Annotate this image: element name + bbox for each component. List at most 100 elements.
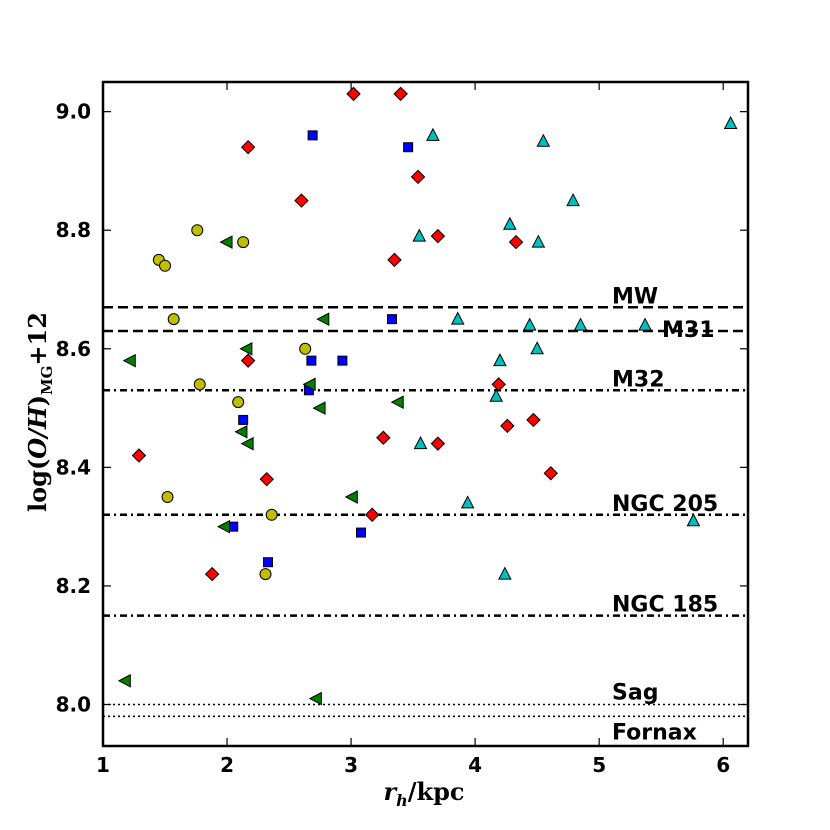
y-axis-post: ) [23, 395, 52, 406]
point-cyan-triangles [686, 513, 701, 527]
point-cyan-triangles [450, 311, 465, 325]
y-axis-pre: log( [23, 459, 52, 512]
point-blue-squares [238, 414, 249, 425]
point-green-triangles [344, 490, 358, 504]
point-green-triangles [234, 424, 248, 439]
x-tick-label: 3 [344, 753, 358, 777]
point-cyan-triangles [413, 436, 428, 450]
point-yellow-circles [232, 396, 245, 409]
point-cyan-triangles [493, 353, 507, 367]
point-yellow-circles [193, 378, 206, 391]
point-yellow-circles [159, 259, 172, 272]
point-cyan-triangles [723, 115, 738, 129]
point-red-diamonds [393, 86, 408, 102]
y-tick-label: 8.4 [56, 455, 91, 479]
x-tick-label: 4 [468, 753, 482, 777]
point-cyan-triangles [573, 317, 588, 331]
point-cyan-triangles [531, 234, 546, 248]
point-red-diamonds [410, 169, 426, 185]
data-points [117, 86, 738, 706]
reference-label-m32: M32 [612, 367, 665, 392]
x-tick-label: 6 [716, 753, 730, 777]
point-yellow-circles [259, 568, 272, 581]
point-green-triangles [312, 401, 326, 415]
reference-label-ngc-185: NGC 185 [612, 593, 718, 618]
point-red-diamonds [387, 252, 402, 268]
reference-lines [103, 306, 748, 718]
x-axis-rest: /kpc [408, 777, 465, 806]
y-tick-label: 8.0 [56, 693, 91, 717]
point-red-diamonds [240, 140, 256, 155]
point-green-triangles [122, 353, 136, 368]
x-tick-label: 5 [592, 753, 606, 777]
point-cyan-triangles [638, 317, 652, 331]
point-green-triangles [308, 691, 322, 706]
reference-label-ngc-205: NGC 205 [612, 492, 718, 517]
point-green-triangles [216, 519, 231, 534]
point-red-diamonds [430, 228, 446, 244]
reference-label-fornax: Fornax [612, 720, 697, 745]
point-blue-squares [356, 527, 366, 538]
point-cyan-triangles [460, 495, 475, 509]
point-blue-squares [387, 314, 398, 325]
x-tick-label: 2 [220, 753, 234, 777]
point-cyan-triangles [566, 192, 580, 207]
x-axis-var: r [383, 777, 398, 806]
point-blue-squares [307, 130, 318, 141]
x-axis-title: rh/kpc [383, 777, 464, 810]
point-green-triangles [240, 436, 254, 451]
y-axis-var: O/H [23, 405, 52, 459]
tick-labels: 1 2 3 4 5 6 8.0 8.2 8.4 8.6 8.8 9.0 [56, 100, 731, 777]
point-red-diamonds [500, 418, 515, 434]
point-red-diamonds [204, 566, 220, 582]
point-yellow-circles [265, 508, 278, 521]
point-red-diamonds [376, 430, 391, 445]
point-blue-squares [337, 355, 348, 366]
point-red-diamonds [364, 507, 380, 522]
point-cyan-triangles [503, 216, 517, 230]
point-green-triangles [302, 377, 316, 392]
point-blue-squares [403, 142, 414, 153]
point-green-triangles [219, 235, 233, 249]
point-cyan-triangles [412, 228, 427, 242]
point-cyan-triangles [426, 127, 440, 141]
point-blue-squares [228, 521, 239, 532]
y-tick-label: 8.8 [56, 218, 91, 242]
plot-frame [101, 80, 750, 748]
point-cyan-triangles [498, 566, 512, 580]
y-axis-sub: MG [38, 366, 56, 395]
point-yellow-circles [161, 491, 174, 503]
point-green-triangles [239, 341, 253, 356]
y-axis-title: log(O/H)MG+12 [23, 312, 56, 512]
point-red-diamonds [543, 466, 558, 481]
point-red-diamonds [508, 234, 524, 250]
point-yellow-circles [167, 313, 180, 326]
point-red-diamonds [430, 436, 446, 451]
point-green-triangles [117, 673, 131, 688]
y-axis-tail: +12 [23, 312, 52, 366]
point-cyan-triangles [530, 341, 544, 355]
reference-label-sag: Sag [612, 681, 658, 706]
point-green-triangles [390, 395, 404, 409]
point-red-diamonds [240, 353, 256, 368]
x-tick-label: 1 [96, 753, 110, 777]
x-axis-sub: h [396, 791, 408, 810]
point-red-diamonds [526, 412, 541, 428]
point-yellow-circles [191, 224, 204, 237]
point-blue-squares [306, 355, 317, 366]
point-cyan-triangles [522, 317, 537, 331]
y-tick-label: 8.6 [56, 337, 91, 361]
point-red-diamonds [491, 377, 506, 392]
point-cyan-triangles [489, 388, 504, 402]
y-tick-label: 8.2 [56, 574, 91, 598]
point-blue-squares [262, 557, 273, 568]
point-yellow-circles [237, 236, 250, 249]
point-red-diamonds [131, 448, 147, 463]
point-red-diamonds [294, 193, 309, 208]
point-green-triangles [316, 312, 330, 326]
point-cyan-triangles [536, 133, 551, 147]
point-red-diamonds [346, 86, 361, 102]
